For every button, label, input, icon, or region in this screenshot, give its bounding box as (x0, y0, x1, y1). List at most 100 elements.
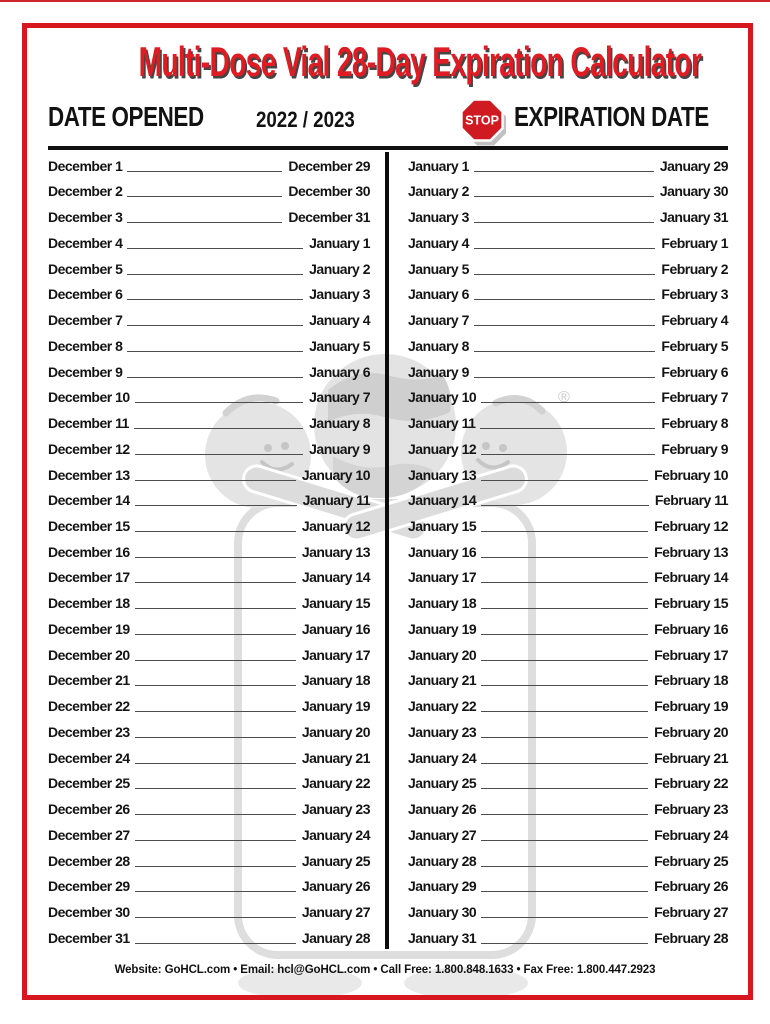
expiration-date-label: January 14 (301, 569, 371, 586)
expiration-date-label: February 13 (654, 543, 728, 560)
fill-in-line (134, 531, 296, 533)
opened-date-label: January 1 (408, 157, 469, 174)
opened-date-label: January 3 (408, 209, 469, 226)
expiration-date-label: January 10 (301, 466, 371, 483)
expiration-date-label: December 30 (288, 183, 370, 200)
page-border-frame (22, 23, 753, 1000)
table-row: January 24 February 21 (408, 744, 728, 770)
table-row: December 11 January 8 (48, 409, 370, 435)
table-row: December 29 January 26 (48, 873, 371, 899)
expiration-date-label: February 18 (654, 672, 728, 689)
table-row: January 31 February 28 (408, 924, 728, 950)
fill-in-line (473, 376, 656, 378)
years-label: 2022 / 2023 (256, 107, 355, 132)
table-row: January 7 February 4 (408, 306, 728, 332)
opened-date-label: January 27 (408, 826, 477, 843)
fill-in-line (134, 633, 296, 635)
table-row: December 24 January 21 (48, 744, 371, 770)
expiration-date-label: February 26 (654, 878, 728, 895)
expiration-date-label: February 16 (654, 620, 728, 637)
expiration-date-label: January 13 (301, 543, 371, 560)
fill-in-line (134, 814, 296, 816)
expiration-date-label: January 22 (301, 775, 371, 792)
opened-date-label: December 9 (48, 363, 123, 380)
table-row: December 25 January 22 (48, 770, 371, 796)
expiration-date-label: December 29 (288, 157, 370, 174)
opened-date-label: December 3 (48, 209, 123, 226)
table-row: January 9 February 6 (408, 358, 728, 384)
fill-in-line (134, 608, 296, 610)
fill-in-line (481, 788, 649, 790)
fill-in-line (473, 196, 654, 198)
table-row: December 8 January 5 (48, 332, 370, 358)
table-row: December 10 January 7 (48, 384, 370, 410)
expiration-date-label: February 24 (654, 826, 728, 843)
opened-date-label: December 5 (48, 260, 123, 277)
opened-date-label: December 8 (48, 337, 123, 354)
opened-date-label: December 2 (48, 183, 123, 200)
table-row: December 23 January 20 (48, 718, 371, 744)
opened-date-label: January 4 (408, 234, 469, 251)
fill-in-line (134, 865, 296, 867)
fill-in-line (473, 325, 656, 327)
opened-date-label: December 18 (48, 595, 130, 612)
expiration-date-label: January 20 (301, 723, 371, 740)
opened-date-label: December 13 (48, 466, 130, 483)
table-row: December 3 December 31 (48, 203, 370, 229)
date-table-january: January 1 January 29 January 2 January 3… (408, 152, 729, 950)
expiration-date-label: February 7 (661, 389, 728, 406)
opened-date-label: January 16 (408, 543, 477, 560)
table-row: January 8 February 5 (408, 332, 728, 358)
opened-date-label: January 29 (408, 878, 477, 895)
expiration-date-label: February 23 (654, 801, 728, 818)
expiration-date-label: February 3 (661, 286, 728, 303)
opened-date-label: January 28 (408, 852, 477, 869)
opened-date-label: January 26 (408, 801, 477, 818)
expiration-date-label: February 14 (654, 569, 728, 586)
expiration-date-label: January 16 (301, 620, 371, 637)
fill-in-line (481, 402, 656, 404)
fill-in-line (481, 762, 649, 764)
page-top-edge-strip (0, 0, 770, 2)
fill-in-line (134, 505, 297, 507)
table-row: December 5 January 2 (48, 255, 370, 281)
table-row: January 19 February 16 (408, 615, 728, 641)
table-row: December 26 January 23 (48, 795, 371, 821)
expiration-date-label: January 6 (309, 363, 370, 380)
opened-date-label: January 22 (408, 698, 477, 715)
opened-date-label: January 17 (408, 569, 477, 586)
table-row: December 31 January 28 (48, 924, 371, 950)
opened-date-label: December 17 (48, 569, 130, 586)
fill-in-line (127, 299, 304, 301)
table-row: January 3 January 31 (408, 203, 729, 229)
table-row: January 10 February 7 (408, 384, 728, 410)
expiration-date-label: January 17 (301, 646, 371, 663)
expiration-date-label: January 1 (309, 234, 370, 251)
table-row: January 15 February 12 (408, 512, 728, 538)
expiration-date-label: February 25 (654, 852, 728, 869)
fill-in-line (134, 402, 304, 404)
expiration-date-label: February 15 (654, 595, 728, 612)
table-row: January 16 February 13 (408, 538, 728, 564)
table-row: December 16 January 13 (48, 538, 371, 564)
opened-date-label: December 26 (48, 801, 130, 818)
opened-date-label: January 24 (408, 749, 477, 766)
expiration-date-label: January 23 (301, 801, 371, 818)
expiration-date-label: January 30 (659, 183, 729, 200)
expiration-date-label: January 21 (301, 749, 371, 766)
table-row: January 6 February 3 (408, 281, 728, 307)
expiration-date-label: February 27 (654, 904, 728, 921)
expiration-date-label: January 25 (301, 852, 371, 869)
opened-date-label: January 31 (408, 929, 477, 946)
fill-in-line (481, 608, 649, 610)
table-row: January 18 February 15 (408, 589, 728, 615)
table-row: December 17 January 14 (48, 564, 371, 590)
fill-in-line (127, 350, 304, 352)
fill-in-line (481, 839, 649, 841)
opened-date-label: December 23 (48, 723, 130, 740)
opened-date-label: December 29 (48, 878, 130, 895)
expiration-date-label: February 11 (654, 492, 729, 509)
fill-in-line (481, 633, 649, 635)
expiration-date-label: January 9 (309, 440, 370, 457)
